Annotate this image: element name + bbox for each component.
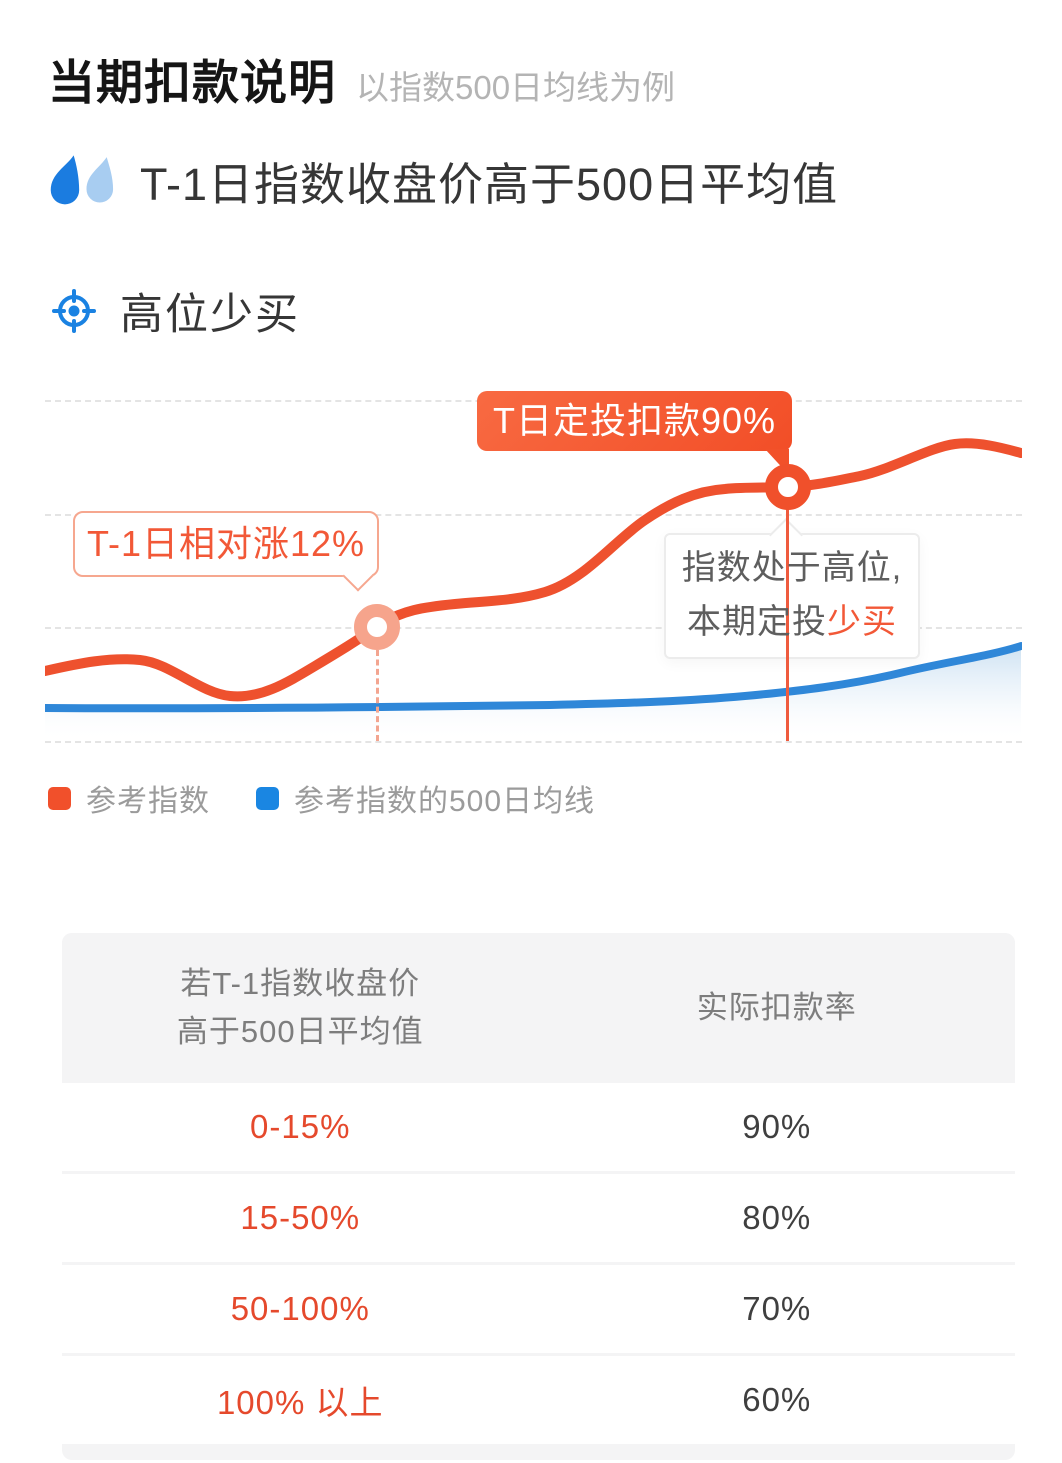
- gridline: [45, 627, 1022, 629]
- t1-tooltip-text: T-1日相对涨12%: [86, 523, 366, 564]
- range-cell: 50-100%: [230, 1290, 370, 1327]
- target-icon: [52, 289, 96, 333]
- index-chart: [45, 438, 1022, 742]
- rule-heading-text: T-1日指数收盘价高于500日平均值: [140, 159, 839, 210]
- table-header-condition: 若T-1指数收盘价 高于500日平均值: [176, 965, 424, 1049]
- rate-cell: 80%: [742, 1199, 812, 1236]
- callout-line2: 本期定投少买: [687, 603, 897, 642]
- range-cell: 100% 以上: [216, 1384, 384, 1421]
- rate-cell: 60%: [742, 1381, 812, 1418]
- page-subtitle: 以指数500日均线为例: [356, 69, 676, 106]
- table-header-row: 若T-1指数收盘价 高于500日平均值 实际扣款率: [62, 933, 1015, 1083]
- buy-less-highlight: 少买: [827, 603, 897, 642]
- ma500-area: [45, 646, 1021, 742]
- range-cell: 0-15%: [250, 1108, 351, 1145]
- legend-label: 参考指数的500日均线: [294, 785, 596, 818]
- deduction-rate-table: 若T-1指数收盘价 高于500日平均值 实际扣款率 0-15% 90% 15-5…: [62, 933, 1015, 1460]
- high-level-callout: 指数处于高位, 本期定投少买: [664, 518, 920, 659]
- scenario-heading-text: 高位少买: [120, 291, 300, 339]
- t1-guide-line: [376, 650, 379, 741]
- callout-text: 指数处于高位, 本期定投少买: [666, 541, 918, 650]
- t-guide-line: [786, 500, 789, 741]
- legend-label: 参考指数: [86, 785, 210, 818]
- rule-heading: T-1日指数收盘价高于500日平均值: [48, 148, 838, 213]
- rate-cell: 90%: [742, 1108, 812, 1145]
- legend-swatch-orange: [48, 786, 71, 810]
- ma500-line: [45, 642, 1022, 713]
- table-row: 50-100% 70%: [62, 1265, 1015, 1353]
- t1-tooltip: T-1日相对涨12%: [73, 511, 379, 592]
- table-header-rate: 实际扣款率: [696, 989, 857, 1025]
- table-row: 100% 以上 60%: [62, 1356, 1015, 1444]
- legend-swatch-blue: [256, 786, 279, 810]
- t-tooltip: T日定投扣款90%: [477, 391, 792, 475]
- t-marker: [765, 464, 811, 510]
- page-header: 当期扣款说明 以指数500日均线为例: [48, 44, 675, 113]
- scenario-heading: 高位少买: [52, 280, 300, 342]
- rate-cell: 70%: [742, 1290, 812, 1327]
- t1-marker: [354, 604, 400, 650]
- legend-item-ma500: 参考指数的500日均线: [256, 776, 595, 820]
- table-row: 15-50% 80%: [62, 1174, 1015, 1262]
- range-cell: 15-50%: [240, 1199, 361, 1236]
- table-row: 0-15% 90%: [62, 1083, 1015, 1171]
- chart-legend: 参考指数 参考指数的500日均线: [48, 776, 595, 820]
- gridline: [45, 514, 1022, 516]
- reference-index-line: [45, 438, 1022, 702]
- callout-line1: 指数处于高位,: [681, 549, 903, 587]
- t-tooltip-text: T日定投扣款90%: [492, 400, 777, 441]
- quote-icon: [50, 154, 114, 204]
- page-title: 当期扣款说明: [48, 56, 336, 109]
- legend-item-reference-index: 参考指数: [48, 776, 210, 820]
